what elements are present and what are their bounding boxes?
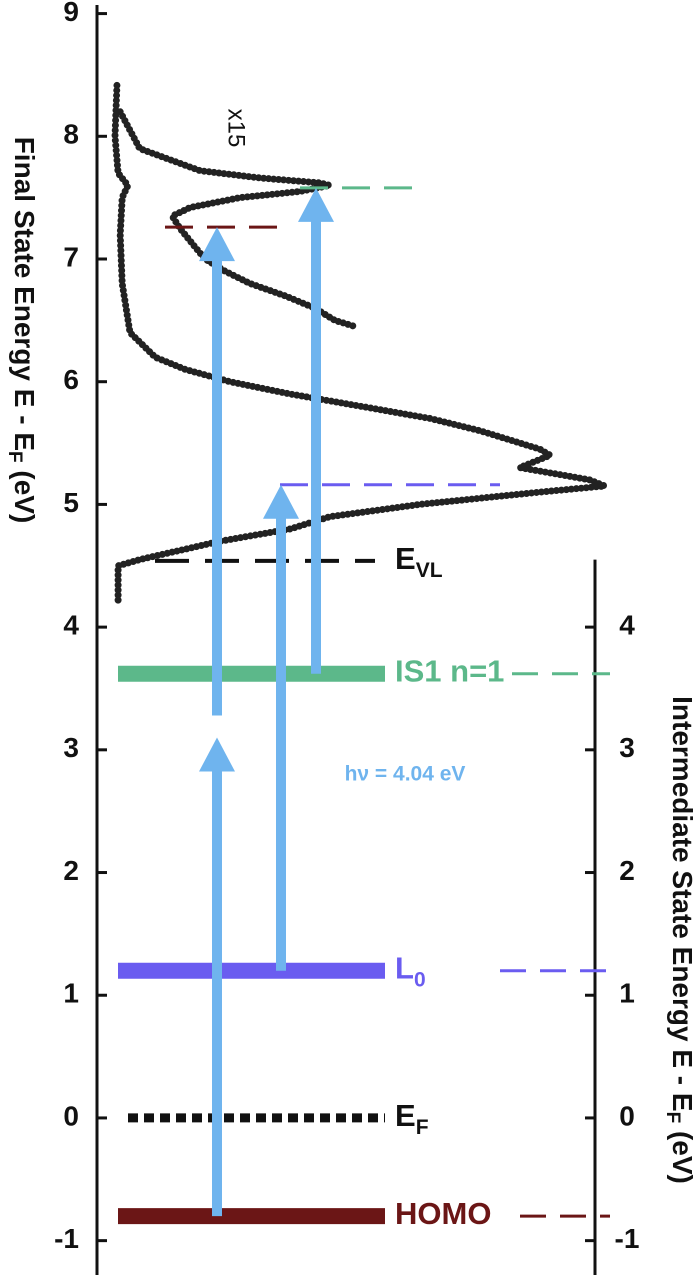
level-label: HOMO — [395, 1196, 491, 1231]
axis-title-text: Intermediate State Energy E - E — [667, 696, 698, 1111]
level-label: EF — [395, 1098, 429, 1138]
level-label-sub: 0 — [414, 968, 426, 991]
transition-head — [199, 737, 235, 772]
y-tick-label: 9 — [63, 0, 79, 27]
spectrum — [111, 77, 609, 604]
y-tick-label: 4 — [63, 610, 79, 641]
level-label-text: E — [395, 1098, 416, 1133]
y-tick-label: 0 — [63, 1100, 79, 1131]
level-label-text: E — [395, 541, 416, 576]
transition-head — [199, 227, 235, 262]
y-tick-label: 1 — [63, 978, 79, 1009]
axis-title-text: Final State Energy E - E — [9, 137, 40, 451]
axis-title-unit: (eV) — [667, 1123, 698, 1184]
y-tick-label: 3 — [63, 732, 79, 763]
transition-head — [298, 187, 334, 222]
y2-tick-label: 0 — [619, 1100, 635, 1131]
level-label-sub: F — [416, 1115, 429, 1138]
axis-title: Final State Energy E - EF (eV) — [4, 137, 40, 524]
y2-tick-label: 3 — [619, 732, 635, 763]
y2-tick-label: 2 — [619, 855, 635, 886]
level-label: L0 — [395, 951, 426, 991]
level-label-text: IS1 n=1 — [395, 654, 504, 689]
level-label-sub: VL — [416, 558, 443, 581]
axis-title: Intermediate State Energy E - EF (eV) — [662, 696, 698, 1184]
spectrum — [116, 108, 359, 330]
y2-tick-label: 1 — [619, 978, 635, 1009]
level-label-text: L — [395, 951, 414, 986]
y-tick-label: -1 — [54, 1223, 79, 1254]
y-tick-label: 6 — [63, 364, 79, 395]
axis-title-sub: F — [662, 1112, 683, 1124]
y-tick-label: 2 — [63, 855, 79, 886]
level-label-text: HOMO — [395, 1196, 491, 1231]
transition-head — [263, 484, 299, 519]
level-label: IS1 n=1 — [395, 654, 504, 689]
spectrum-annotation: x15 — [223, 109, 250, 148]
axis-title-unit: (eV) — [9, 463, 40, 524]
level-label: EVL — [395, 541, 443, 581]
y2-tick-label: 4 — [619, 610, 635, 641]
y-tick-label: 5 — [63, 487, 79, 518]
y2-tick-label: -1 — [615, 1223, 640, 1254]
y-tick-label: 8 — [63, 119, 79, 150]
photon-label: hν = 4.04 eV — [345, 763, 466, 786]
axis-title-sub: F — [4, 451, 25, 463]
y-tick-label: 7 — [63, 241, 79, 272]
